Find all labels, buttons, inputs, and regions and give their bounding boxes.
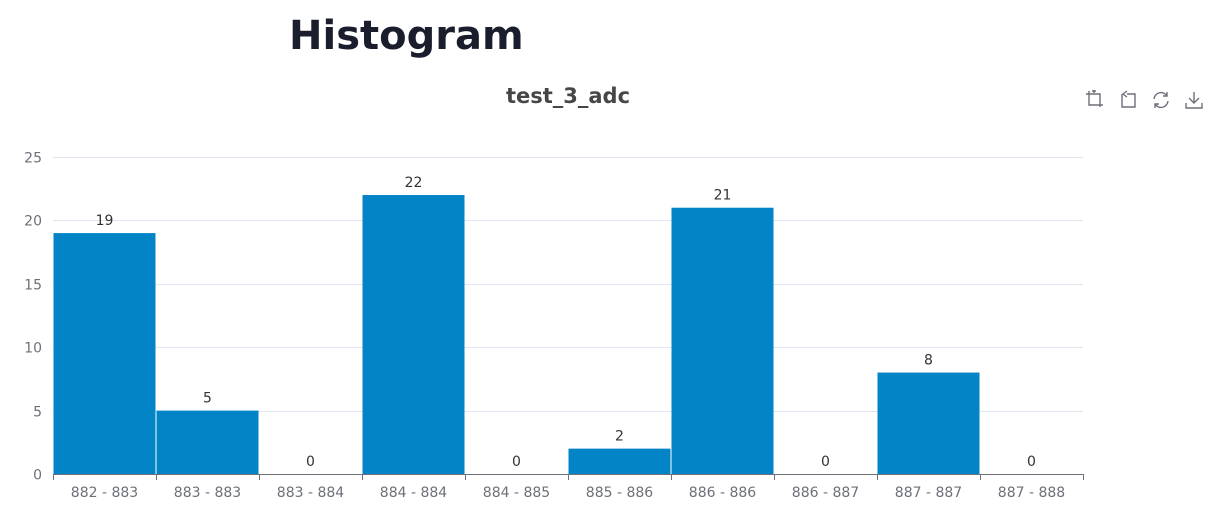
histogram-bar	[362, 195, 465, 475]
x-tick-label: 884 - 885	[483, 485, 550, 501]
bar-value-label: 2	[615, 429, 624, 445]
y-tick-label: 5	[33, 405, 42, 421]
x-tick-label: 884 - 884	[380, 485, 447, 501]
histogram-bar	[156, 410, 259, 474]
bar-value-label: 0	[512, 454, 521, 470]
x-tick-label: 885 - 886	[586, 485, 653, 501]
bar-value-label: 22	[405, 175, 423, 191]
bar-value-label: 19	[96, 213, 114, 229]
histogram-bar	[53, 233, 156, 474]
bar-value-label: 21	[714, 188, 732, 204]
bar-value-label: 0	[821, 454, 830, 470]
bar-value-label: 0	[306, 454, 315, 470]
x-tick-label: 883 - 883	[174, 485, 241, 501]
y-tick-label: 15	[24, 278, 42, 294]
page-title: Histogram	[289, 13, 524, 59]
y-tick-label: 0	[33, 468, 42, 484]
zoom-reset-icon[interactable]	[1118, 90, 1138, 110]
chart-title: test_3_adc	[505, 84, 631, 108]
restore-icon[interactable]	[1151, 90, 1171, 110]
x-tick-label: 883 - 884	[277, 485, 344, 501]
y-tick-label: 25	[24, 151, 42, 167]
histogram-bar	[877, 372, 980, 474]
y-tick-label: 20	[24, 214, 42, 230]
x-tick-label: 886 - 887	[792, 485, 859, 501]
histogram-bar	[671, 207, 774, 474]
bar-value-label: 0	[1027, 454, 1036, 470]
x-tick-label: 882 - 883	[71, 485, 138, 501]
y-tick-label: 10	[24, 341, 42, 357]
save-image-icon[interactable]	[1184, 90, 1204, 110]
chart-toolbox	[1085, 90, 1204, 110]
x-tick-label: 887 - 887	[895, 485, 962, 501]
bar-value-label: 5	[203, 391, 212, 407]
bar-value-label: 8	[924, 353, 933, 369]
x-tick-label: 886 - 886	[689, 485, 756, 501]
histogram-bar	[568, 448, 671, 474]
zoom-select-icon[interactable]	[1085, 90, 1105, 110]
x-tick-label: 887 - 888	[998, 485, 1065, 501]
